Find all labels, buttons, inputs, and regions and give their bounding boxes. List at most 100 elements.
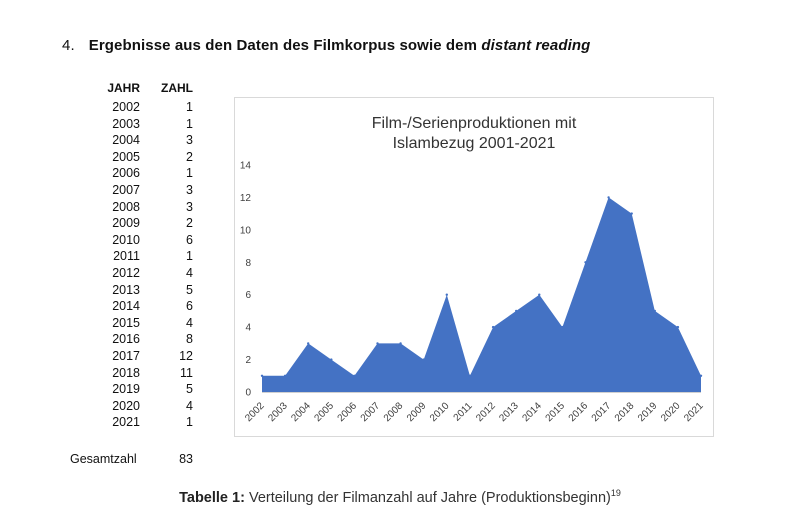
- data-point: [260, 374, 264, 377]
- row-count: 12: [179, 349, 193, 363]
- x-tick-label: 2004: [289, 400, 313, 424]
- y-tick-label: 8: [245, 258, 251, 269]
- x-tick-label: 2005: [313, 400, 337, 424]
- row-count: 8: [186, 332, 193, 347]
- data-point: [676, 325, 680, 329]
- caption-label: Tabelle 1:: [179, 489, 245, 506]
- y-tick-label: 4: [245, 323, 251, 334]
- x-tick-label: 2021: [682, 400, 706, 424]
- row-year: 2013: [112, 282, 140, 297]
- table-row: 2016 8: [70, 332, 195, 348]
- row-year: 2007: [112, 183, 140, 197]
- row-count: 6: [186, 232, 193, 247]
- table-row: 2011 1: [70, 249, 195, 265]
- x-tick-label: 2017: [590, 400, 614, 424]
- x-tick-label: 2009: [405, 400, 429, 424]
- data-point: [538, 293, 541, 296]
- x-tick-label: 2008: [382, 400, 406, 424]
- row-year: 2015: [112, 315, 140, 330]
- x-tick-label: 2013: [497, 400, 521, 424]
- y-tick-label: 10: [240, 225, 252, 236]
- data-point: [445, 293, 448, 296]
- section-number: 4.: [62, 37, 75, 54]
- x-tick-label: 2016: [567, 400, 591, 424]
- y-tick-label: 0: [245, 388, 251, 399]
- row-year: 2003: [112, 116, 140, 131]
- total-label: Gesamtzahl: [70, 452, 137, 466]
- caption-text: Verteilung der Filmanzahl auf Jahre (Pro…: [248, 489, 611, 506]
- area-chart: Film-/Serienproduktionen mit Islambezug 2…: [234, 97, 714, 437]
- data-point: [307, 342, 310, 345]
- row-year: 2020: [112, 398, 140, 413]
- data-point: [353, 374, 356, 377]
- data-point: [653, 309, 656, 313]
- row-year: 2014: [112, 299, 140, 314]
- table-row: 2002 1: [70, 100, 195, 116]
- table-caption: Tabelle 1: Verteilung der Filmanzahl auf…: [0, 488, 800, 506]
- x-tick-label: 2014: [520, 400, 544, 424]
- section-heading: 4. Ergebnisse aus den Daten des Filmkorpu…: [62, 37, 590, 54]
- table-row: 2004 3: [70, 133, 195, 149]
- table-row: 2015 4: [70, 316, 195, 332]
- data-point: [283, 374, 287, 377]
- y-tick-label: 14: [240, 161, 252, 172]
- row-count: 3: [186, 199, 193, 214]
- row-count: 1: [186, 100, 193, 114]
- row-year: 2012: [112, 266, 140, 280]
- table-row: 2009 2: [70, 216, 195, 232]
- row-year: 2010: [112, 232, 140, 247]
- data-point: [330, 358, 333, 361]
- data-point: [399, 342, 402, 345]
- row-year: 2009: [112, 216, 140, 231]
- table-row: 2020 4: [70, 399, 195, 415]
- row-year: 2019: [112, 382, 140, 397]
- table-header: JAHR ZAHL: [70, 81, 195, 97]
- table-row: 2006 1: [70, 166, 195, 182]
- table-row: 2008 3: [70, 200, 195, 216]
- row-count: 4: [186, 398, 193, 413]
- data-point: [491, 325, 495, 329]
- row-year: 2018: [112, 365, 140, 380]
- table-row: 2007 3: [70, 183, 195, 199]
- table-row: 2018 11: [70, 366, 195, 382]
- data-point: [468, 374, 472, 377]
- x-tick-label: 2006: [336, 400, 360, 424]
- row-count: 6: [186, 299, 193, 314]
- y-tick-label: 6: [245, 290, 251, 301]
- row-count: 1: [186, 249, 193, 264]
- area-series: [262, 197, 701, 392]
- caption-footnote: 19: [610, 488, 621, 498]
- row-count: 1: [186, 415, 193, 430]
- x-tick-label: 2015: [544, 400, 568, 424]
- table-row: 2005 2: [70, 150, 195, 166]
- row-count: 1: [186, 166, 193, 181]
- x-tick-label: 2011: [452, 400, 475, 423]
- row-count: 3: [186, 183, 193, 197]
- row-year: 2016: [112, 332, 140, 347]
- data-point: [376, 342, 379, 345]
- section-title: Ergebnisse aus den Daten des Filmkorpus …: [88, 37, 478, 54]
- data-point: [699, 374, 703, 377]
- row-year: 2005: [112, 149, 140, 164]
- row-count: 5: [186, 382, 193, 397]
- header-year: JAHR: [107, 81, 140, 95]
- data-point: [561, 325, 564, 329]
- row-count: 1: [186, 116, 193, 131]
- section-title-italic: distant reading: [481, 37, 591, 54]
- header-count: ZAHL: [161, 81, 193, 95]
- x-tick-label: 2002: [243, 400, 267, 424]
- x-tick-label: 2020: [659, 400, 683, 424]
- data-point: [584, 261, 587, 264]
- x-tick-label: 2007: [359, 400, 383, 424]
- table-row: 2003 1: [70, 117, 195, 133]
- data-point: [422, 358, 425, 361]
- x-tick-label: 2012: [474, 400, 498, 424]
- row-count: 2: [186, 216, 193, 231]
- row-count: 4: [186, 315, 193, 330]
- table-row: 2013 5: [70, 283, 195, 299]
- data-point: [515, 309, 518, 313]
- row-year: 2011: [113, 249, 140, 264]
- y-tick-label: 12: [240, 193, 252, 204]
- row-count: 11: [180, 365, 193, 380]
- row-count: 4: [186, 266, 193, 280]
